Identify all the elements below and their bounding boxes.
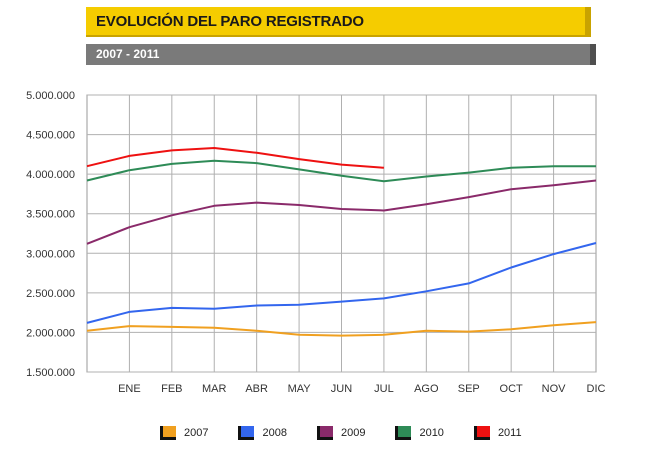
x-tick-label: JUN — [331, 383, 352, 395]
legend-swatch — [238, 426, 255, 440]
y-tick-label: 1.500.000 — [26, 367, 75, 379]
y-axis-labels: 5.000.000 4.500.000 4.000.000 3.500.000 3.00… — [26, 90, 75, 379]
legend-label: 2011 — [497, 427, 522, 439]
series-line-2009 — [86, 179, 597, 245]
chart-title: EVOLUCIÓN DEL PARO REGISTRADO — [96, 13, 364, 30]
x-tick-label: NOV — [542, 383, 567, 395]
x-tick-label: JUL — [374, 383, 394, 395]
y-tick-label: 2.000.000 — [26, 327, 75, 339]
y-tick-label: 5.000.000 — [26, 90, 75, 102]
legend-label: 2008 — [262, 427, 287, 439]
chart-subtitle: 2007 - 2011 — [96, 47, 160, 61]
y-tick-label: 4.500.000 — [26, 130, 75, 142]
x-tick-label: ENE — [118, 383, 141, 395]
series-line-2011 — [86, 147, 384, 169]
series-line-2008 — [86, 242, 597, 324]
x-tick-label: MAR — [202, 383, 227, 395]
legend-item-2009: 2009 — [316, 423, 366, 443]
legend-label: 2007 — [184, 427, 209, 439]
legend-label: 2010 — [419, 427, 444, 439]
series-line-2007 — [86, 321, 597, 337]
y-tick-label: 4.000.000 — [26, 169, 75, 181]
x-axis-labels: ENE FEB MAR ABR MAY JUN JUL AGO SEP OCT NOV DIC — [118, 383, 605, 395]
x-tick-label: OCT — [500, 383, 524, 395]
y-tick-label: 3.000.000 — [26, 248, 75, 260]
legend-item-2010: 2010 — [395, 423, 444, 443]
legend-label: 2009 — [340, 427, 366, 439]
y-tick-label: 3.500.000 — [26, 209, 75, 221]
x-tick-label: FEB — [161, 383, 182, 395]
chart-title-bar: EVOLUCIÓN DEL PARO REGISTRADO — [86, 7, 591, 37]
legend-item-2011: 2011 — [473, 423, 522, 443]
legend-swatch — [473, 426, 490, 440]
chart-lines — [86, 147, 597, 337]
legend-swatch — [160, 426, 176, 440]
x-tick-label: ABR — [245, 383, 268, 395]
series-line-2010 — [86, 159, 596, 183]
legend-swatch — [316, 426, 333, 440]
chart-legend: 2007 2008 2009 2010 2011 — [160, 423, 522, 443]
chart-grid — [86, 94, 597, 373]
y-tick-label: 2.500.000 — [26, 288, 75, 300]
chart-subtitle-bar: 2007 - 2011 — [86, 44, 596, 65]
legend-swatch — [395, 426, 412, 440]
x-tick-label: AGO — [414, 383, 439, 395]
x-tick-label: DIC — [587, 383, 606, 395]
legend-item-2008: 2008 — [238, 423, 287, 443]
legend-item-2007: 2007 — [160, 423, 208, 443]
x-tick-label: MAY — [288, 383, 312, 395]
x-tick-label: SEP — [458, 383, 480, 395]
